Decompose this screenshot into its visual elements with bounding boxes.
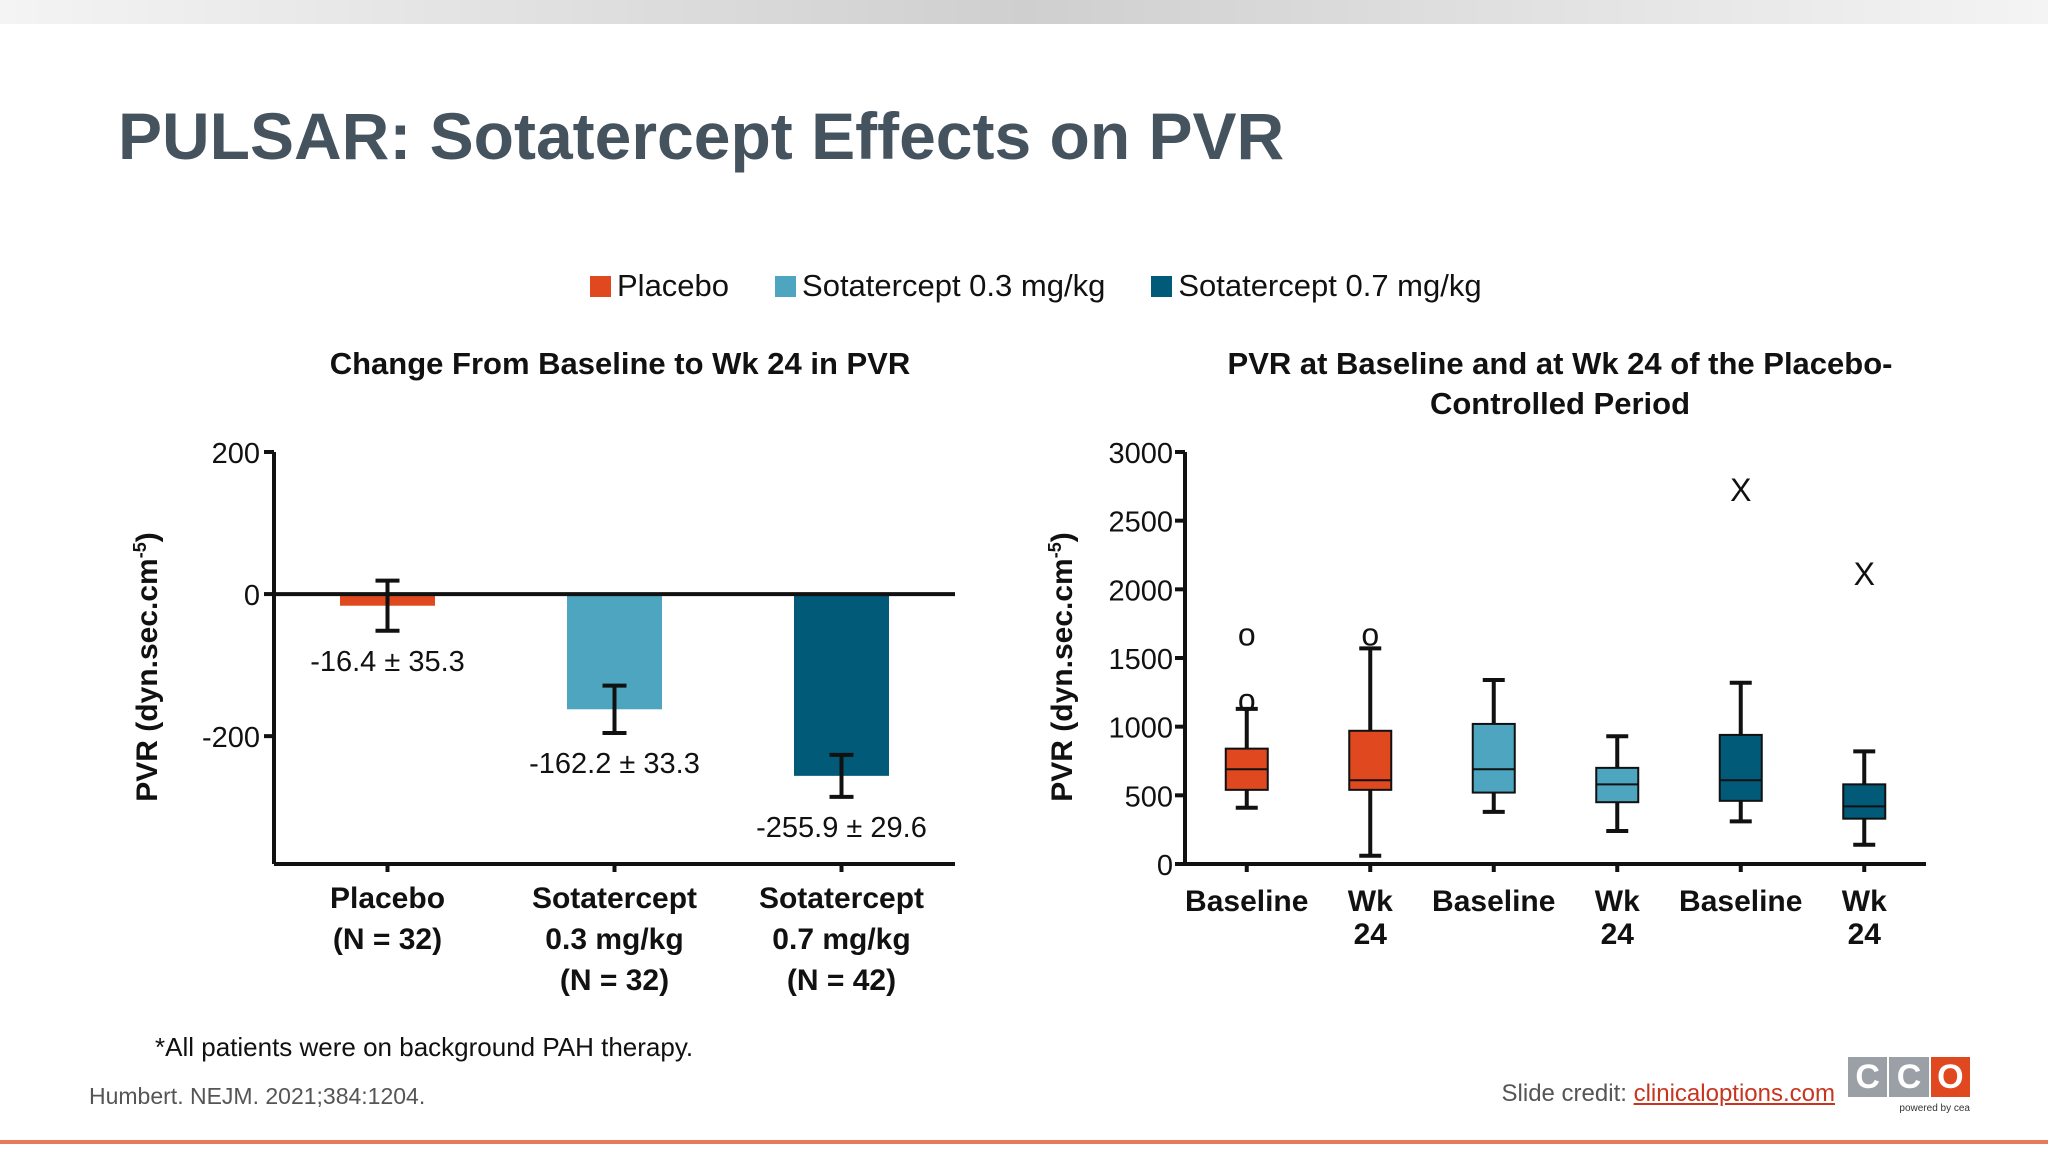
- x-tick-label: Baseline: [1432, 885, 1555, 918]
- x-tick-label: 24: [1601, 918, 1635, 951]
- bar-chart: -16.4 ± 35.3 Placebo (N = 32) -162.2 ± 33.3…: [202, 438, 955, 997]
- x-tick-label: 24: [1354, 918, 1388, 951]
- logo-subtitle: powered by cea: [1899, 1103, 1970, 1114]
- bar-chart-title: Change From Baseline to Wk 24 in PVR: [329, 346, 911, 381]
- box-chart-title-line: PVR at Baseline and at Wk 24 of the Plac…: [1227, 346, 1893, 381]
- legend-swatch: [1151, 275, 1173, 297]
- logo-letter: C: [1848, 1057, 1888, 1097]
- outlier-marker: X: [1730, 472, 1751, 508]
- data-label: -16.4 ± 35.3: [310, 646, 465, 678]
- top-gradient-bar: [0, 0, 2048, 24]
- legend-label: Sotatercept 0.3 mg/kg: [802, 268, 1106, 303]
- x-tick-label: (N = 32): [560, 964, 669, 997]
- y-tick-label: 1000: [1108, 713, 1173, 745]
- legend-label: Sotatercept 0.7 mg/kg: [1178, 268, 1482, 303]
- x-tick-label: Baseline: [1185, 885, 1308, 918]
- box-chart-title: PVR at Baseline and at Wk 24 of the Plac…: [1150, 344, 1970, 424]
- x-tick-label: Sotatercept: [532, 882, 697, 915]
- box: [1471, 722, 1516, 794]
- chart-legend: Placebo Sotatercept 0.3 mg/kg Sotatercep…: [590, 268, 1482, 304]
- x-tick-label: 24: [1848, 918, 1882, 951]
- logo-letter: C: [1889, 1057, 1929, 1097]
- x-tick-label: Wk: [1595, 885, 1640, 918]
- legend-swatch: [590, 275, 611, 297]
- data-label: -162.2 ± 33.3: [529, 748, 700, 780]
- legend-item-sotatercept-03: Sotatercept 0.3 mg/kg: [775, 268, 1105, 304]
- y-tick-label: 200: [212, 438, 260, 470]
- bar: [794, 594, 889, 776]
- legend-label: Placebo: [617, 268, 730, 303]
- cco-logo: C C O powered by cea: [1848, 1057, 1972, 1114]
- x-tick-label: 0.7 mg/kg: [772, 923, 910, 956]
- box: [1718, 733, 1763, 802]
- credit-label: Slide credit:: [1501, 1080, 1634, 1107]
- x-tick-label: Wk: [1348, 885, 1393, 918]
- x-tick-label: Wk: [1842, 885, 1887, 918]
- y-tick-label: -200: [202, 722, 260, 754]
- x-tick-label: (N = 42): [787, 964, 896, 997]
- y-tick-label: 3000: [1108, 438, 1173, 470]
- x-tick-label: (N = 32): [333, 923, 442, 956]
- outlier-marker: o: [1238, 616, 1256, 652]
- footnote: *All patients were on background PAH the…: [155, 1032, 694, 1062]
- citation: Humbert. NEJM. 2021;384:1204.: [89, 1083, 426, 1109]
- credit-link[interactable]: clinicaloptions.com: [1633, 1080, 1835, 1107]
- y-tick-label: 0: [244, 580, 260, 612]
- x-tick-label: Sotatercept: [759, 882, 924, 915]
- slide-title: PULSAR: Sotatercept Effects on PVR: [118, 99, 1285, 173]
- logo-letter: O: [1930, 1057, 1970, 1097]
- outlier-marker: o: [1361, 616, 1379, 652]
- x-tick-label: Baseline: [1679, 885, 1802, 918]
- outlier-marker: X: [1854, 556, 1875, 592]
- bottom-accent-line: [0, 1140, 2048, 1144]
- data-label: -255.9 ± 29.6: [756, 812, 927, 844]
- y-tick-label: 1500: [1108, 644, 1173, 676]
- y-tick-label: 0: [1157, 850, 1173, 882]
- box: [1842, 783, 1887, 820]
- y-tick-label: 500: [1125, 781, 1173, 813]
- slide-credit: Slide credit: clinicaloptions.com: [1502, 1080, 1835, 1108]
- legend-swatch: [775, 275, 797, 297]
- y-tick-label: 2000: [1108, 575, 1173, 607]
- outlier-marker: o: [1238, 682, 1256, 718]
- box-chart-title-line: Controlled Period: [1429, 386, 1691, 421]
- x-tick-label: Placebo: [330, 882, 445, 915]
- x-tick-label: 0.3 mg/kg: [545, 923, 683, 956]
- y-tick-label: 2500: [1108, 507, 1173, 539]
- legend-item-sotatercept-07: Sotatercept 0.7 mg/kg: [1151, 268, 1482, 304]
- legend-item-placebo: Placebo: [590, 268, 729, 304]
